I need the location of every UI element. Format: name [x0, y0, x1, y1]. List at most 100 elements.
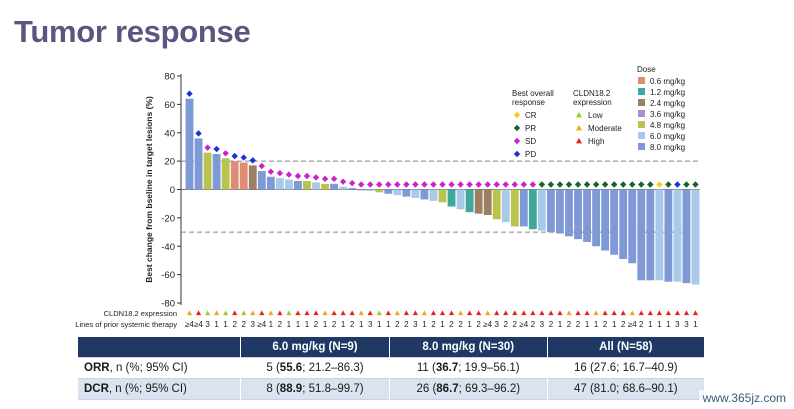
response-marker [665, 181, 672, 188]
cell-pre: 26 ( [416, 383, 437, 395]
response-marker [312, 174, 320, 181]
response-marker [357, 181, 365, 188]
response-rate-table: 6.0 mg/kg (N=9) 8.0 mg/kg (N=30) All (N=… [78, 337, 704, 400]
expression-triangle [430, 310, 437, 316]
legend-swatch [638, 121, 645, 128]
expression-triangle [485, 310, 491, 316]
cell-pre: 47 (81.0; 68.6–90.1) [573, 383, 678, 395]
expression-triangle [539, 310, 545, 316]
lines-of-therapy-label: ≥4 [257, 320, 266, 329]
bar [212, 154, 221, 190]
lines-of-therapy-label: 3 [675, 320, 680, 329]
lines-of-therapy-label: 2 [278, 320, 283, 329]
response-marker [529, 181, 537, 188]
lines-of-therapy-label: 1 [305, 320, 310, 329]
lines-of-therapy-label: 3 [494, 320, 499, 329]
cell-post: ; 51.8–99.7) [302, 383, 364, 395]
response-marker [249, 157, 256, 164]
legend-title: Best overall [512, 89, 554, 98]
bar [357, 189, 366, 191]
table-cell: 26 (86.7; 69.3–96.2) [388, 378, 548, 400]
expression-triangle [340, 310, 346, 316]
legend-label: 8.0 mg/kg [650, 143, 685, 152]
expression-triangle [214, 310, 220, 316]
cell-bold: 36.7 [435, 362, 459, 374]
bar [375, 189, 384, 193]
expression-triangle [674, 310, 681, 316]
expression-triangle [277, 310, 283, 316]
bar [519, 189, 528, 227]
bar [366, 189, 375, 191]
row-label: DCR, n (%; 95% CI) [78, 378, 241, 400]
expression-triangle [259, 310, 265, 316]
response-marker [367, 181, 374, 188]
bar [348, 188, 357, 190]
lines-of-therapy-label: 1 [269, 320, 274, 329]
lines-of-therapy-label: ≥4 [519, 320, 528, 329]
lines-of-therapy-label: 3 [205, 320, 210, 329]
bar [194, 138, 203, 190]
y-tick-label: -20 [161, 213, 175, 224]
bar [221, 158, 230, 190]
bar [465, 189, 474, 213]
expression-triangle [349, 310, 355, 316]
response-marker [294, 172, 302, 180]
cell-post: ; 69.3–96.2) [458, 383, 521, 395]
lines-of-therapy-label: 2 [576, 320, 581, 329]
expression-triangle [250, 310, 256, 316]
lines-of-therapy-label: 2 [603, 320, 608, 329]
response-marker [565, 181, 573, 188]
lines-of-therapy-label: 1 [585, 320, 590, 329]
expression-triangle [448, 310, 455, 316]
lines-of-therapy-label: 1 [594, 320, 599, 329]
bar [483, 189, 492, 216]
bar [429, 189, 438, 201]
response-marker [683, 181, 690, 188]
lines-of-therapy-label: 2 [549, 320, 554, 329]
lines-of-therapy-label: 1 [612, 320, 617, 329]
legend-title: Dose [637, 65, 656, 74]
lines-of-therapy-label: 2 [242, 320, 247, 329]
expression-triangle [611, 310, 617, 316]
lines-of-therapy-label: 3 [413, 320, 418, 329]
bar [185, 98, 194, 190]
bar [592, 189, 601, 247]
response-marker [330, 175, 338, 183]
row-label-lines: Lines of prior systemic therapy [75, 320, 177, 329]
response-marker [466, 181, 473, 188]
table-row: ORR, n (%; 95% CI) 5 (55.6; 21.2–86.3) 1… [78, 357, 704, 379]
lines-of-therapy-label: 2 [621, 320, 626, 329]
expression-triangle [232, 310, 238, 316]
lines-of-therapy-label: 2 [350, 320, 355, 329]
response-marker [647, 181, 654, 188]
expression-triangle [376, 310, 382, 316]
expression-triangle [584, 310, 590, 316]
expression-triangle [602, 310, 608, 316]
expression-triangle [476, 310, 482, 316]
legend-label: 3.6 mg/kg [650, 110, 685, 119]
lines-of-therapy-label: 1 [359, 320, 364, 329]
lines-of-therapy-label: 3 [540, 320, 545, 329]
expression-triangle [295, 310, 301, 316]
bar [547, 189, 555, 233]
expression-triangle [593, 310, 599, 316]
bar [203, 152, 212, 190]
bar [330, 183, 338, 190]
lines-of-therapy-label: 2 [567, 320, 572, 329]
expression-triangle [530, 310, 536, 316]
bar [266, 176, 275, 190]
table-header-cell: 8.0 mg/kg (N=30) [388, 337, 548, 358]
response-marker [321, 175, 329, 183]
expression-triangle [186, 310, 193, 316]
bar [312, 182, 320, 190]
legend-label: SD [525, 137, 536, 146]
bar [411, 189, 420, 199]
response-marker [403, 181, 410, 188]
legend-label: 4.8 mg/kg [650, 121, 685, 130]
lines-of-therapy-label: 1 [558, 320, 563, 329]
y-tick-label: 60 [164, 100, 175, 111]
watermark: www.365jz.com [698, 390, 790, 406]
lines-of-therapy-label: 1 [223, 320, 228, 329]
legend-label: High [588, 137, 604, 146]
bar [537, 189, 546, 231]
